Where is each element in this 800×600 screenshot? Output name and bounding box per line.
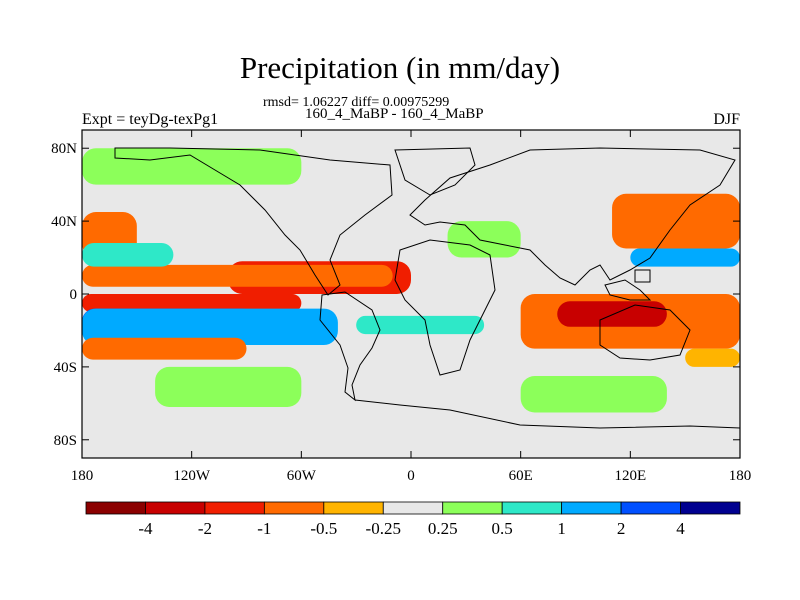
colorbar-label-9: 2 (617, 519, 626, 538)
colorbar-swatch-7 (442, 501, 503, 515)
colorbar: -4 -2 -1 -0.5 -0.25 0.25 0.5 1 2 4 (85, 501, 741, 538)
colorbar-swatch-6 (382, 501, 444, 515)
colorbar-label-10: 4 (676, 519, 685, 538)
y-tick-label-80N: 80N (51, 141, 77, 157)
colorbar-label-8: 1 (557, 519, 566, 538)
colorbar-swatch-1 (85, 501, 146, 515)
anomaly-region-16 (520, 376, 667, 413)
y-tick-label-0: 0 (70, 287, 78, 303)
rmsd-diff-stats: rmsd= 1.06227 diff= 0.00975299 (263, 95, 450, 110)
y-tick-label-40N: 40N (51, 214, 77, 230)
anomaly-regions (82, 148, 740, 413)
colorbar-swatch-11 (680, 501, 741, 515)
chart-title: Precipitation (in mm/day) (239, 50, 561, 85)
anomaly-region-13 (630, 248, 740, 267)
anomaly-region-8 (82, 242, 174, 267)
case-comparison-label: 160_4_MaBP - 160_4_MaBP (305, 106, 484, 122)
y-tick-label-80S: 80S (54, 433, 77, 449)
colorbar-swatch-5 (323, 501, 384, 515)
x-tick-label-180: 180 (71, 468, 94, 484)
coastline-south-america (319, 291, 381, 402)
anomaly-region-9 (155, 366, 302, 407)
x-tick-label-60W: 60W (287, 468, 317, 484)
anomaly-region-15 (356, 315, 485, 335)
coastline-africa (394, 239, 496, 376)
season-label: DJF (713, 111, 740, 128)
x-tick-label-120W: 120W (173, 468, 211, 484)
coastline-antarctica (354, 399, 741, 429)
anomaly-region-11 (557, 301, 667, 327)
colorbar-swatch-3 (204, 501, 265, 515)
coastline-north-america (114, 147, 393, 296)
coastline-maritime-continent (604, 269, 652, 301)
anomaly-region-5 (82, 308, 338, 346)
coastline-australia (599, 304, 691, 361)
x-tick-label-60E: 60E (509, 468, 533, 484)
colorbar-swatch-2 (145, 501, 206, 515)
colorbar-label-3: -1 (257, 519, 271, 538)
y-axis: 80N 40N 0 40S 80S (51, 141, 740, 449)
colorbar-swatch-8 (501, 501, 563, 515)
anomaly-region-17 (82, 148, 302, 185)
anomaly-region-6 (82, 337, 247, 360)
colorbar-label-1: -4 (138, 519, 153, 538)
anomaly-region-14 (447, 221, 521, 258)
x-axis: 180 120W 60W 0 60E 120E 180 (71, 130, 752, 484)
coastline-eurasia (409, 147, 736, 286)
coastline-greenland (394, 147, 476, 196)
colorbar-label-6: 0.25 (428, 519, 458, 538)
colorbar-label-7: 0.5 (492, 519, 513, 538)
colorbar-label-4: -0.5 (310, 519, 337, 538)
y-tick-label-40S: 40S (54, 360, 77, 376)
anomaly-region-2 (82, 264, 393, 287)
coastline-outlines (114, 147, 741, 429)
colorbar-label-5: -0.25 (366, 519, 401, 538)
colorbar-swatch-10 (620, 501, 681, 515)
experiment-label: Expt = teyDg-texPg1 (82, 111, 219, 128)
colorbar-swatch-4 (263, 501, 325, 515)
anomaly-region-3 (82, 294, 302, 313)
colorbar-swatch-9 (561, 501, 622, 515)
colorbar-label-2: -2 (198, 519, 212, 538)
anomaly-region-12 (612, 193, 740, 249)
x-tick-label-0: 0 (407, 468, 415, 484)
x-tick-label-120E: 120E (614, 468, 646, 484)
x-tick-label-180: 180 (729, 468, 752, 484)
anomaly-region-18 (685, 348, 740, 367)
